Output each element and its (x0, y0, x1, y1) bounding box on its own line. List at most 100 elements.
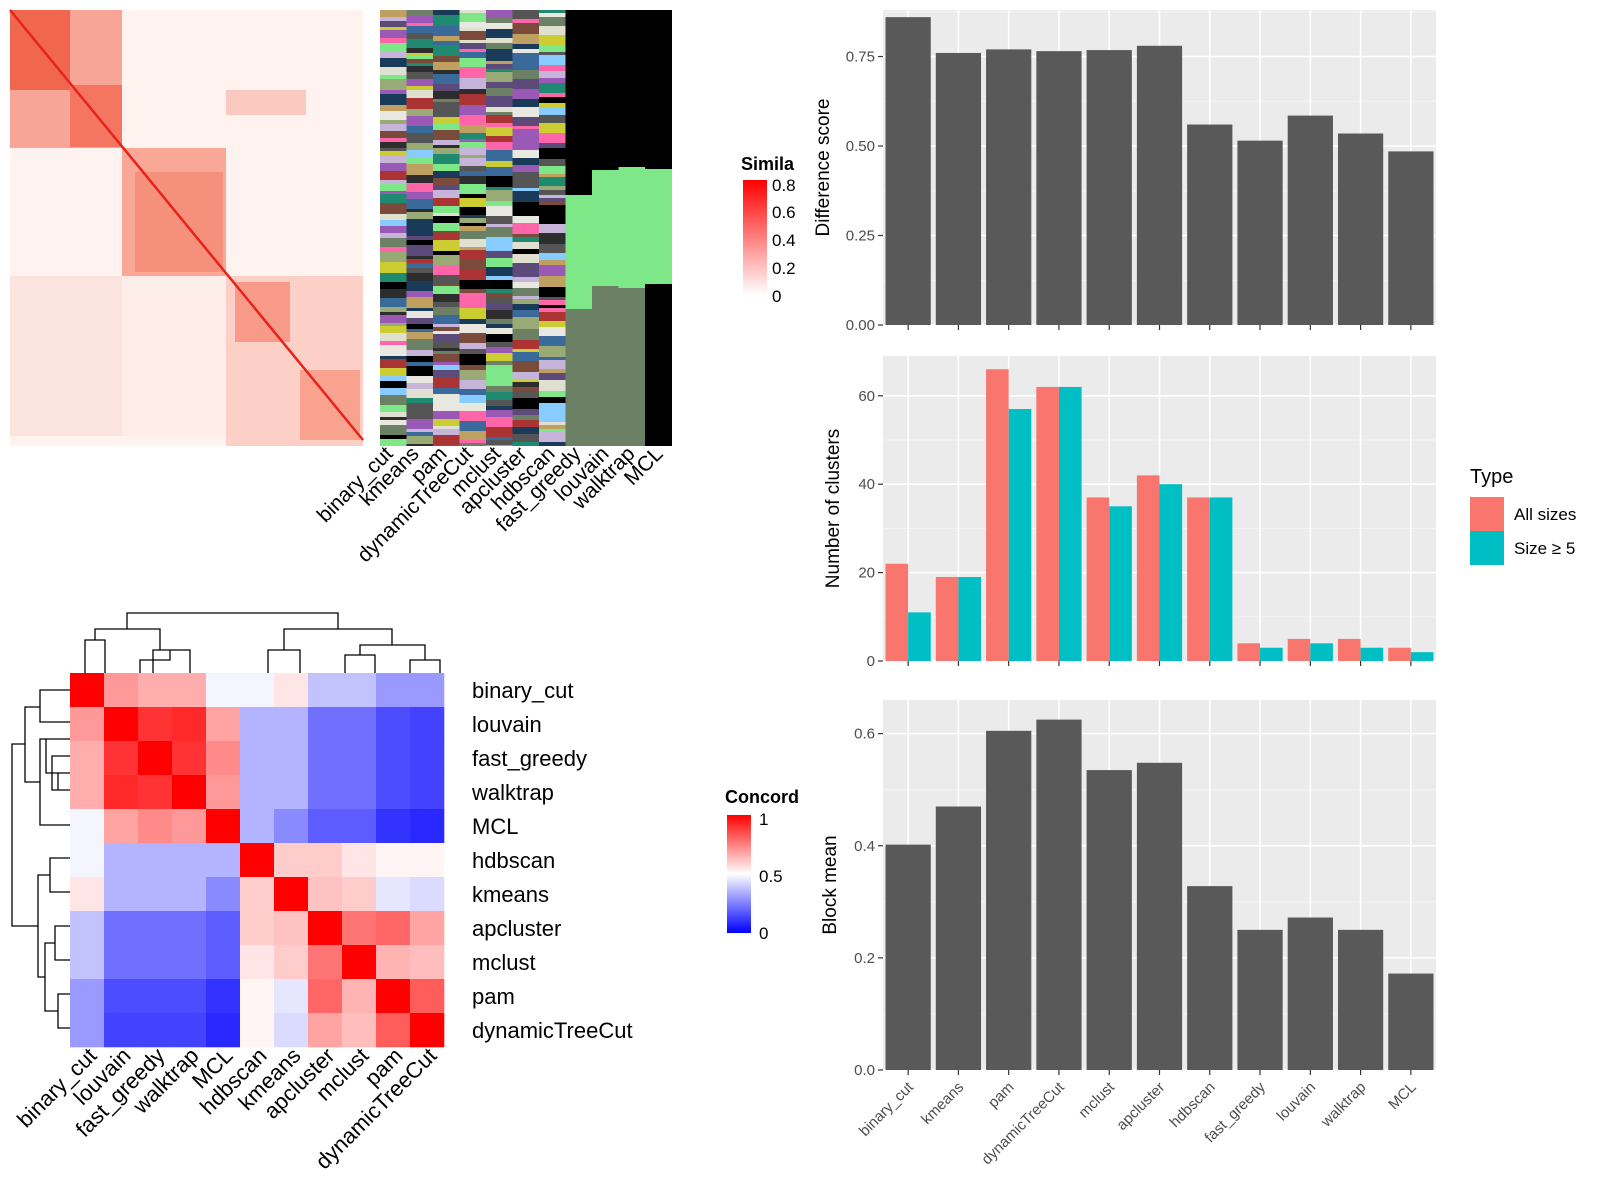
annotation-cell (406, 212, 434, 219)
annotation-cell (459, 142, 487, 148)
annotation-cell (486, 392, 513, 400)
x-tick-label: kmeans (918, 1079, 967, 1128)
annotation-cell (512, 237, 540, 242)
annotation-cell (406, 10, 434, 16)
annotation-cell (512, 202, 540, 206)
annotation-cell (380, 388, 407, 395)
annotation-cell (539, 123, 566, 133)
annotation-cell (486, 161, 513, 167)
heatmap-cell (70, 911, 105, 946)
annotation-cell (380, 75, 407, 79)
annotation-cell (406, 227, 434, 236)
annotation-cell (486, 237, 513, 241)
annotation-cell (618, 171, 646, 182)
heatmap-cell (138, 979, 173, 1014)
annotation-cell (512, 391, 540, 398)
annotation-cell (433, 145, 460, 148)
annotation-cell (406, 158, 434, 164)
annotation-cell (380, 226, 407, 233)
annotation-cell (459, 239, 487, 244)
concordance-legend-bar (727, 815, 751, 933)
heatmap-cell (172, 911, 207, 946)
annotation-cell (486, 276, 513, 280)
annotation-cell (539, 432, 566, 442)
similarity-heatmap (9, 9, 364, 446)
annotation-cell (512, 268, 540, 277)
annotation-cell (486, 64, 513, 69)
heatmap-cell (206, 775, 241, 810)
annotation-cell (565, 425, 593, 429)
annotation-cell (433, 341, 460, 348)
annotation-cell (380, 395, 407, 405)
annotation-cell (406, 72, 434, 79)
annotation-cell (433, 251, 460, 255)
annotation-cell (406, 164, 434, 175)
annotation-cell (380, 180, 407, 184)
similarity-offdiag-patches (10, 90, 306, 436)
annotation-cell (380, 247, 407, 252)
heatmap-cell (410, 911, 445, 946)
annotation-cell (539, 26, 566, 35)
annotation-cell (433, 334, 460, 341)
annotation-cell (433, 10, 460, 15)
annotation-cell (459, 10, 487, 13)
annotation-cell (459, 226, 487, 231)
annotation-cell (380, 333, 407, 341)
annotation-cell (459, 349, 487, 354)
annotation-cell (380, 356, 407, 359)
annotation-cell (406, 413, 434, 419)
number-of-clusters-chart: 0 20 40 60 Number of clusters (823, 356, 1436, 670)
annotation-cell (539, 360, 566, 369)
annotation-cell (512, 361, 540, 372)
annotation-cell (380, 345, 407, 356)
annotation-cell (380, 131, 407, 138)
annotation-cell (459, 259, 487, 270)
annotation-cell (512, 19, 540, 23)
annotation-cell (459, 125, 487, 133)
annotation-cell (433, 286, 460, 294)
annotation-cell (406, 90, 434, 98)
annotation-cell (406, 79, 434, 86)
annotation-cell (512, 172, 540, 179)
annotation-cell (433, 255, 460, 265)
annotation-cell (459, 250, 487, 259)
annotation-cell (486, 400, 513, 406)
annotation-cell (406, 324, 434, 329)
bar-all-sizes (935, 577, 959, 661)
heatmap-cell (342, 741, 377, 776)
annotation-cell (512, 49, 540, 53)
annotation-cell (512, 165, 540, 172)
y-axis-title: Number of clusters (823, 429, 844, 588)
annotation-cell (459, 215, 487, 218)
bar (935, 52, 982, 326)
annotation-cell (539, 177, 566, 186)
annotation-cell (645, 10, 672, 13)
annotation-cell (406, 183, 434, 192)
conc-row-label: apcluster (472, 916, 561, 941)
annotation-cell (406, 150, 434, 158)
annotation-cell (565, 323, 593, 331)
x-tick-label: MCL (1385, 1079, 1419, 1113)
annotation-cell (406, 432, 434, 436)
annotation-cell (433, 26, 460, 36)
annotation-cell (380, 312, 407, 315)
annotation-cell (486, 347, 513, 353)
annotation-cell (539, 260, 566, 265)
annotation-cell (459, 155, 487, 158)
annotation-cell (406, 318, 434, 324)
annotation-cell (459, 333, 487, 343)
annotation-cell (406, 109, 434, 116)
annotation-cell (512, 317, 540, 322)
annotation-cell (459, 115, 487, 121)
annotation-cell (539, 198, 566, 202)
annotation-cell (486, 361, 513, 365)
heatmap-cell (138, 911, 173, 946)
heatmap-cell (206, 741, 241, 776)
annotation-cell (512, 79, 540, 89)
annotation-cell (380, 30, 407, 38)
annotation-cell (380, 184, 407, 191)
heatmap-cell (206, 1013, 241, 1048)
annotation-cell (539, 357, 566, 360)
bar-size-5 (1310, 643, 1333, 661)
